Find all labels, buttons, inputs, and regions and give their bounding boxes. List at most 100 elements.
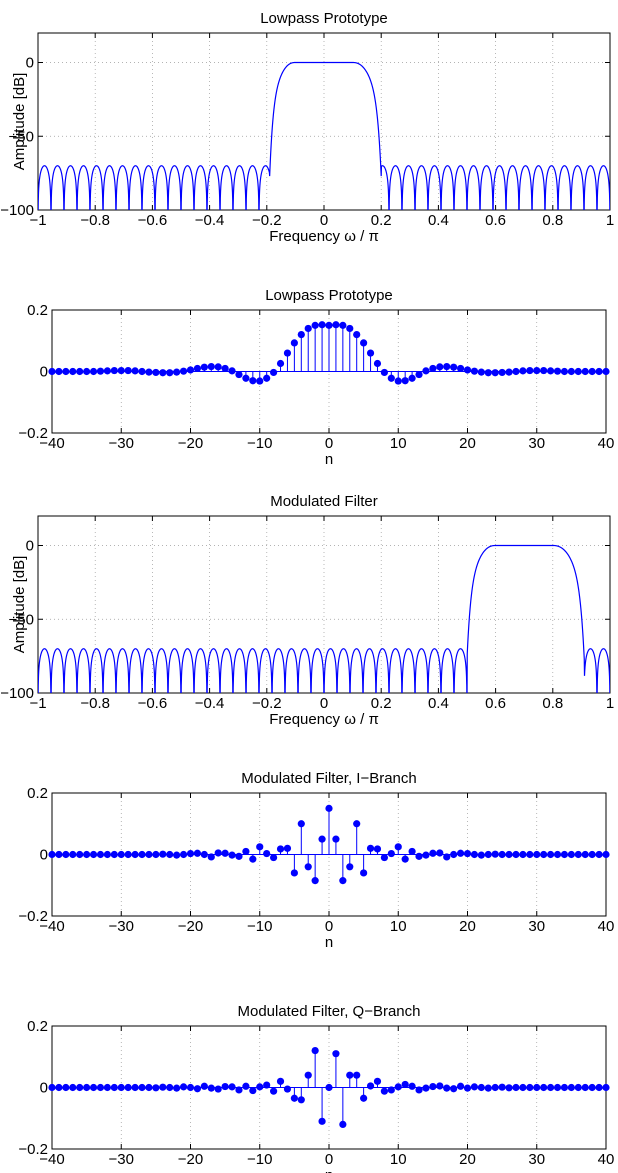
stem-marker	[69, 850, 77, 859]
stem-marker	[567, 367, 575, 376]
stem-marker	[581, 1083, 589, 1092]
stem-marker	[553, 850, 562, 859]
stem-marker	[588, 1083, 596, 1092]
y-tick-label: −0.2	[18, 1141, 48, 1158]
stem-marker	[304, 1071, 312, 1079]
stem-marker	[519, 367, 527, 375]
stem-marker	[138, 1083, 146, 1092]
stem-marker	[491, 369, 499, 377]
stem-marker	[560, 850, 569, 859]
stem-marker	[353, 331, 361, 339]
stem-marker	[366, 844, 375, 852]
stem-marker	[373, 359, 382, 368]
stem-marker	[131, 1083, 139, 1092]
stem-marker	[311, 877, 319, 885]
stem-marker	[152, 368, 160, 377]
stem-marker	[276, 845, 285, 853]
stem-marker	[373, 1077, 382, 1085]
stem-marker	[270, 853, 278, 862]
stem-marker	[159, 850, 167, 858]
stem-marker	[533, 1083, 541, 1092]
stem-marker	[380, 853, 388, 862]
stem-marker	[138, 850, 146, 859]
stem-marker	[55, 1083, 63, 1092]
stem-marker	[463, 366, 472, 374]
stem-marker	[408, 847, 416, 856]
x-tick-label: −20	[178, 918, 203, 935]
stem-marker	[235, 370, 243, 379]
x-tick-label: 1	[606, 695, 614, 712]
panel-modulated-filter-magnitude: −1 −0.8 −0.6 −0.4 −0.2 0 0.2 0.4 0.6 0.8 1 −100 −50 0…	[0, 493, 614, 728]
stem-marker	[263, 374, 271, 382]
stem-marker	[332, 835, 340, 843]
stem-marker	[270, 1087, 278, 1095]
stem-marker	[228, 1083, 236, 1091]
stem-marker	[96, 367, 105, 375]
x-tick-label: −0.8	[80, 695, 110, 712]
stem-marker	[263, 849, 271, 858]
stem-marker	[332, 1050, 340, 1058]
stem-marker	[505, 850, 513, 859]
stem-marker	[290, 339, 298, 347]
stem-marker	[297, 331, 305, 339]
stem-marker	[186, 849, 195, 858]
stem-marker	[235, 852, 243, 860]
stem-marker	[131, 850, 139, 859]
stem-marker	[547, 367, 555, 375]
x-axis-label: n	[325, 451, 333, 468]
stem-marker	[581, 850, 589, 859]
stem-marker	[256, 843, 264, 851]
stem-marker	[89, 1083, 98, 1092]
stem-marker	[304, 324, 312, 333]
x-tick-label: 0	[320, 695, 328, 712]
x-tick-label: 30	[528, 435, 545, 452]
stem-marker	[387, 849, 395, 858]
stem-marker	[360, 869, 368, 877]
y-axis-label: Amplitude [dB]	[11, 556, 28, 654]
stem-marker	[346, 324, 354, 333]
x-tick-label: 20	[459, 1151, 476, 1168]
x-tick-label: −0.4	[195, 212, 225, 229]
stem-marker	[96, 1083, 105, 1092]
stem-marker	[283, 844, 292, 852]
stem-marker	[401, 1080, 409, 1089]
stem-marker	[110, 366, 118, 375]
x-axis-label: Frequency ω / π	[269, 711, 379, 728]
stem-marker	[484, 850, 492, 859]
stem-marker	[505, 368, 513, 376]
stem-marker	[387, 1086, 395, 1094]
stem-marker	[346, 863, 354, 871]
x-tick-label: −0.4	[195, 695, 225, 712]
y-tick-label: 0	[40, 847, 48, 864]
x-tick-label: 40	[598, 435, 615, 452]
y-tick-label: −50	[9, 611, 34, 628]
stem-marker	[581, 367, 589, 376]
stem-marker	[456, 849, 465, 857]
stem-marker	[505, 1084, 513, 1092]
stem-marker	[145, 1083, 153, 1092]
x-tick-label: 0	[325, 918, 333, 935]
y-tick-label: 0.2	[27, 302, 48, 319]
stem-marker	[401, 855, 409, 863]
stem-marker	[318, 835, 326, 843]
x-tick-label: −30	[109, 435, 134, 452]
stem-marker	[450, 1085, 458, 1093]
stem-marker	[602, 850, 610, 859]
stem-marker	[214, 363, 222, 371]
stem-marker	[526, 1083, 534, 1092]
x-tick-label: 0	[320, 212, 328, 229]
x-tick-label: 10	[390, 435, 407, 452]
x-axis-label: n	[325, 1167, 333, 1173]
stem-marker	[574, 367, 582, 376]
stem-marker	[477, 851, 485, 859]
y-tick-label: −100	[0, 685, 34, 702]
panel-lowpass-prototype-impulse: −40 −30 −20 −10 0 10 20 30 40 −0.2 0 0.2 Lowpass Pro…	[18, 287, 614, 468]
stem-marker	[270, 368, 278, 377]
stem-marker	[159, 369, 167, 377]
stem-marker	[429, 1082, 437, 1091]
stem-marker	[553, 367, 562, 375]
series-line-magnitude	[38, 61, 610, 210]
stem-marker	[373, 845, 382, 853]
stem-marker	[166, 369, 174, 377]
stem-marker	[540, 850, 548, 859]
